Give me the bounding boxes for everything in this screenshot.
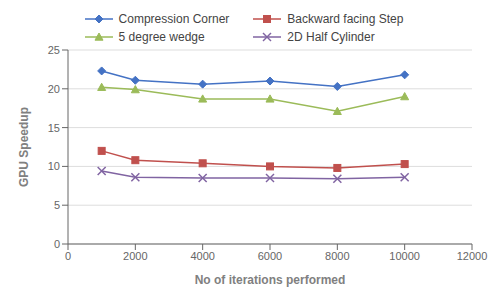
svg-text:15: 15 [48,122,60,134]
svg-text:25: 25 [48,44,60,56]
svg-text:No of iterations performed: No of iterations performed [195,273,346,287]
svg-text:0: 0 [65,250,71,262]
svg-text:GPU Speedup: GPU Speedup [17,107,31,187]
svg-text:8000: 8000 [325,250,349,262]
svg-text:4000: 4000 [190,250,214,262]
svg-text:20: 20 [48,83,60,95]
svg-text:12000: 12000 [457,250,488,262]
html-text:5 degree wedge: 5 degree wedge [118,30,205,44]
html-text:Backward facing Step: Backward facing Step [287,12,404,26]
html-text:Compression Corner: Compression Corner [118,12,230,26]
svg-text:6000: 6000 [258,250,282,262]
svg-text:2000: 2000 [123,250,147,262]
svg-text:5: 5 [54,199,60,211]
svg-text:10000: 10000 [389,250,420,262]
svg-text:10: 10 [48,160,60,172]
svg-text:0: 0 [54,238,60,250]
html-text:2D Half Cylinder: 2D Half Cylinder [287,30,375,44]
